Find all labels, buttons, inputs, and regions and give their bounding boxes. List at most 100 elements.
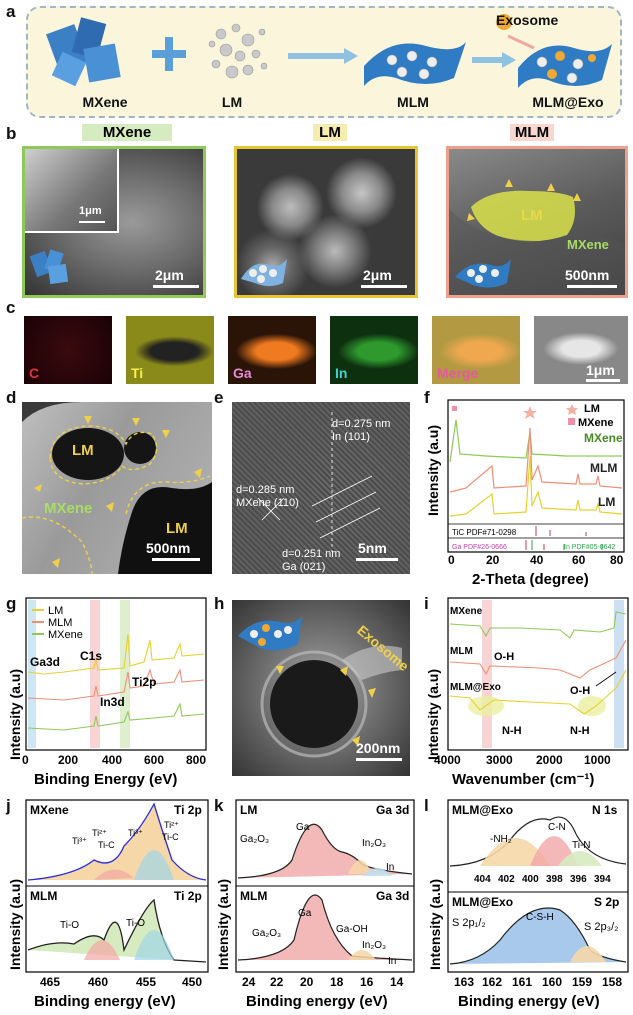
sem-mxene-scale: 2μm — [155, 267, 184, 283]
hrtem-d3: d=0.251 nm Ga (021) — [282, 548, 341, 573]
ftir-ylabel: Intensity (a.u) — [425, 669, 441, 760]
mlm-sheet-icon — [364, 42, 466, 86]
xrd-ref-ga: Ga PDF#26-0666 — [452, 544, 507, 551]
ti2p-tick-450: 450 — [182, 975, 202, 989]
eds-merge-label: Merge — [437, 365, 479, 381]
xps-mxene-series — [27, 702, 205, 731]
eds-ga-label: Ga — [233, 365, 252, 381]
mlm-exo-sheet-icon — [518, 44, 612, 88]
mlm-mxene-label: MXene — [567, 237, 609, 252]
ga3d-ga: Ga — [296, 822, 310, 833]
ftir-mlmexo-series — [449, 669, 627, 715]
n1s-tick-400: 400 — [522, 874, 539, 885]
ga3d-chart: LM Ga 3d Ga₂O₃ Ga In₂O₃ In MLM Ga 3d Ga₂… — [215, 799, 415, 1010]
lm-spheres-icon — [208, 23, 268, 79]
sem-mlm-title: MLM — [510, 124, 554, 141]
xps-legend-mxene: MXene — [48, 629, 83, 641]
ftir-nh1: N-H — [502, 725, 522, 737]
ga3d-top-el: Ga 3d — [376, 803, 409, 817]
n1s-tick-396: 396 — [570, 874, 587, 885]
sem-mxene-title: MXene — [82, 124, 172, 141]
xps-lm-series — [27, 633, 205, 675]
panel-label-b: b — [6, 124, 17, 143]
ga3d-tick-22: 22 — [270, 975, 284, 989]
exosome-icon — [496, 14, 512, 30]
xrd-legend-lm: LM — [584, 403, 600, 415]
ftir-nh2: N-H — [570, 725, 590, 737]
panel-label-i: i — [424, 594, 429, 613]
eds-c-map: C — [24, 316, 112, 384]
ftir-xlabel: Wavenumber (cm⁻¹) — [452, 771, 594, 788]
hrtem-e-image: d=0.275 nm In (101) d=0.285 nm MXene (110)… — [232, 402, 410, 574]
ftir-tick-4000: 4000 — [434, 753, 461, 767]
ga3d-xlabel: Binding energy (eV) — [246, 993, 388, 1010]
xrd-tick-80: 80 — [610, 553, 624, 567]
n1s-nh2: -NH₂ — [490, 834, 512, 845]
ftir-oh1: O-H — [494, 651, 514, 663]
panel-label-f: f — [424, 388, 430, 407]
n1s-tick-404: 404 — [474, 874, 491, 885]
scheme-mlm-label: MLM — [397, 94, 429, 110]
xrd-ylabel: Intensity (a.u) — [426, 425, 441, 516]
ga3d-tick-14: 14 — [390, 975, 404, 989]
panel-label-h: h — [214, 594, 225, 613]
n1s-tick-402: 402 — [498, 874, 515, 885]
ti2p-tic1: Ti-C — [98, 840, 115, 850]
ga3d-in: In — [386, 862, 394, 873]
ga3d-bot-name: MLM — [240, 889, 267, 903]
ti2p-top-el: Ti 2p — [174, 803, 202, 817]
ga3d-gaoh: Ga-OH — [336, 924, 368, 935]
ftir-mxene-label: MXene — [450, 606, 483, 617]
ti2p-ti3b: Ti³⁺ — [128, 828, 143, 838]
tem-d-scale: 500nm — [146, 540, 191, 556]
ti2p-bottom-fit — [27, 898, 207, 963]
ti2p-tick-455: 455 — [136, 975, 156, 989]
ti2p-ti3a: Ti³⁺ — [72, 836, 87, 846]
mxene-inset-icon — [29, 249, 69, 285]
ftir-tick-1000: 1000 — [584, 753, 611, 767]
tem-d-mxene-label: MXene — [44, 500, 93, 517]
ga3d-gab: Ga — [298, 908, 312, 919]
mlm-lm-label: LM — [521, 207, 543, 224]
ga3d-tick-24: 24 — [242, 975, 256, 989]
n1s-el: N 1s — [592, 803, 618, 817]
n1s-tick-394: 394 — [594, 874, 611, 885]
ti2p-chart: MXene Ti 2p Ti³⁺ Ti²⁺ Ti-C Ti³⁺ Ti²⁺ Ti-… — [7, 799, 209, 1010]
xrd-lm-series — [449, 455, 623, 517]
ti2p-ylabel: Intensity (a.u) — [7, 879, 23, 970]
s2p-tick-160: 160 — [542, 975, 562, 989]
eds-c-label: C — [29, 365, 40, 381]
eds-ti-map: Ti — [126, 316, 214, 384]
sem-mlm-scale: 500nm — [565, 267, 610, 283]
tem-d-lm1-label: LM — [72, 442, 94, 459]
ti2p-tick-460: 460 — [88, 975, 108, 989]
ftir-tick-3000: 3000 — [486, 753, 513, 767]
mxene-flakes-icon — [46, 17, 121, 87]
scheme-mlm-exo-label: MLM@Exo — [532, 94, 604, 110]
xps-ti2p: Ti2p — [132, 675, 156, 689]
n1s-name: MLM@Exo — [452, 803, 513, 817]
tem-d-image: LM LM MXene 500nm — [22, 402, 212, 574]
ftir-mlm-series — [449, 639, 627, 679]
xrd-ref-in: In PDF#05-0642 — [564, 544, 615, 551]
n1s-s2p-chart: 404 402 400 398 396 394 MLM@Exo N 1s -NH… — [427, 799, 629, 1010]
ti2p-tio2: Ti-O — [126, 918, 145, 929]
ti2p-bot-el: Ti 2p — [174, 889, 202, 903]
inset-scale-label: 1μm — [79, 205, 102, 217]
tem-h-scale: 200nm — [356, 740, 401, 756]
scheme-graphics — [46, 14, 612, 88]
panel-label-d: d — [6, 388, 17, 407]
sem-lm-scale: 2μm — [363, 267, 392, 283]
xrd-xlabel: 2-Theta (degree) — [472, 571, 589, 588]
n1s-cn: C-N — [548, 822, 566, 833]
xrd-chart: Intensity (a.u) 0 20 40 60 80 2-Theta (d… — [426, 399, 625, 588]
tem-d-lm2-label: LM — [166, 520, 188, 537]
sem-mxene-inset: 1μm — [25, 149, 119, 233]
scheme-box — [26, 6, 622, 118]
panel-label-j: j — [6, 796, 11, 815]
xps-ylabel: Intensity (a.u) — [7, 669, 23, 760]
n1s-tin: Ti-N — [572, 840, 591, 851]
ga3d-top-name: LM — [240, 803, 257, 817]
panel-label-c: c — [6, 298, 16, 317]
ti2p-tick-465: 465 — [40, 975, 60, 989]
